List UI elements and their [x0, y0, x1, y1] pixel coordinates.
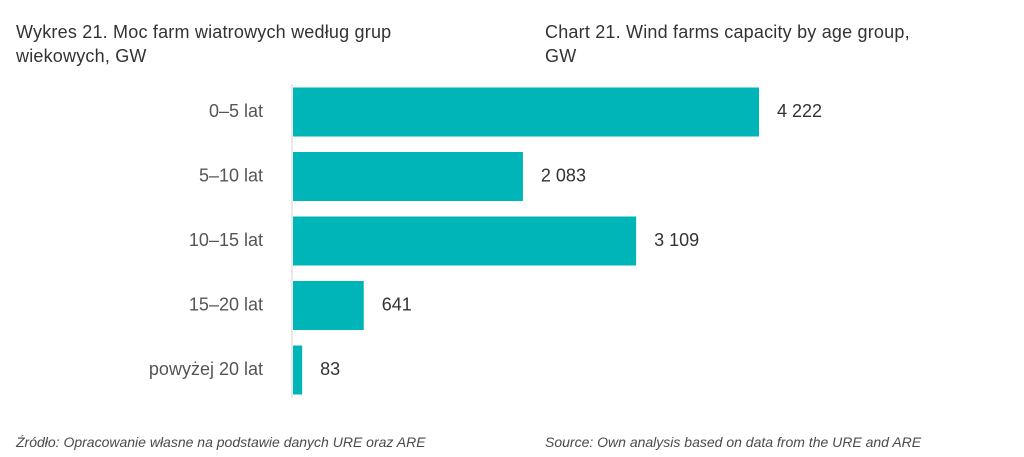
category-label-1: 5–10 lat [199, 165, 263, 185]
source-note-english: Source: Own analysis based on data from … [545, 434, 922, 450]
source-note-polish: Źródło: Opracowanie własne na podstawie … [16, 434, 426, 450]
bar-2 [293, 216, 637, 266]
bar-3 [293, 281, 364, 330]
value-label-1: 2 083 [541, 165, 586, 185]
category-label-2: 10–15 lat [189, 230, 263, 250]
category-label-0: 0–5 lat [209, 101, 263, 121]
bar-0 [293, 87, 759, 137]
category-label-3: 15–20 lat [189, 294, 263, 314]
chart-title-polish: Wykres 21. Moc farm wiatrowych według gr… [16, 22, 392, 66]
value-label-2: 3 109 [654, 230, 699, 250]
category-label-4: powyżej 20 lat [149, 359, 263, 379]
value-label-4: 83 [320, 359, 340, 379]
bar-1 [293, 152, 523, 201]
value-label-0: 4 222 [777, 101, 822, 121]
bar-4 [293, 345, 303, 395]
value-label-3: 641 [382, 294, 412, 314]
chart-title-english: Chart 21. Wind farms capacity by age gro… [545, 22, 910, 66]
